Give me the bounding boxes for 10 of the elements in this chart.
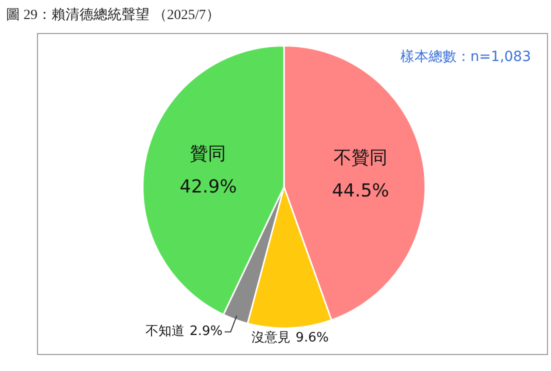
slice-label: 贊同 xyxy=(190,144,226,165)
slice-label: 不贊同 xyxy=(334,147,388,168)
data-label: 2.9% xyxy=(190,324,223,340)
data-label: 44.5% xyxy=(332,180,390,202)
chart-title: 圖 29：賴清德總統聲望 （2025/7） xyxy=(6,6,220,24)
data-label: 42.9% xyxy=(180,176,237,198)
slice-label: 不知道 xyxy=(146,324,185,340)
text: 樣本總數：n=1,083 xyxy=(400,48,531,66)
data-label: 9.6% xyxy=(296,330,329,346)
slice-label: 沒意見 xyxy=(252,330,291,346)
